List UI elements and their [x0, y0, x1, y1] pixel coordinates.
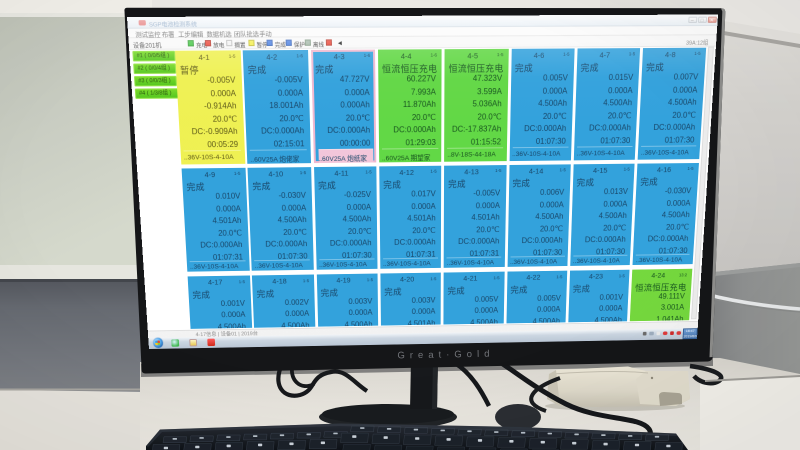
svg-text:Great·Gold: Great·Gold	[397, 349, 494, 362]
